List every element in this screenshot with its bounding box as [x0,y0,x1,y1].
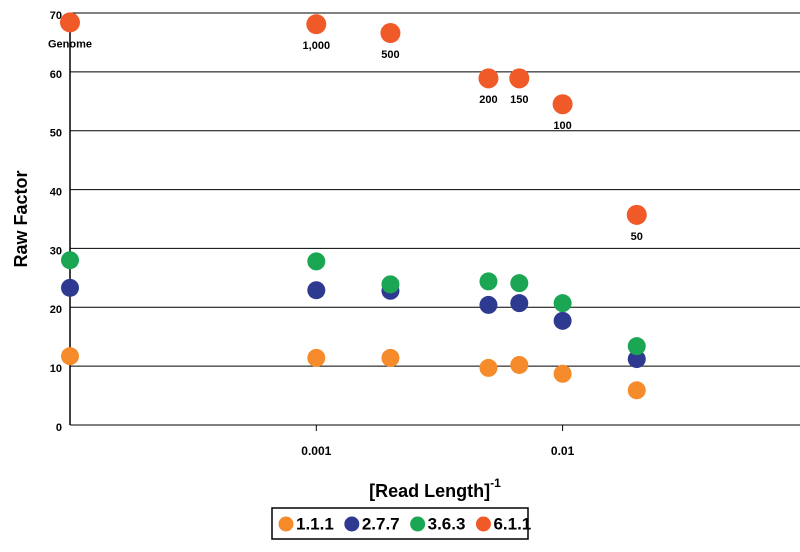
y-tick-label: 50 [50,128,62,140]
point-label: 500 [381,49,399,61]
point [553,364,572,383]
point-label: 200 [479,94,497,106]
y-tick-label: 10 [50,363,62,375]
legend-marker [475,516,491,532]
point [61,347,79,366]
legend-label: 1.1.1 [296,514,334,533]
point [479,358,498,377]
y-tick-label: 20 [50,304,62,316]
legend-label: 2.7.7 [362,514,400,533]
point [381,348,400,367]
point-label: 1,000 [303,40,331,52]
point [479,295,498,314]
y-tick-label: 40 [50,186,62,198]
point [509,68,530,89]
point [380,23,401,44]
point-label: 150 [510,94,528,106]
point [627,350,646,369]
point-label: 100 [553,120,571,132]
point [61,251,79,270]
point [60,12,80,33]
x-axis-title-sup: -1 [490,476,501,490]
legend-marker [410,516,426,532]
point [510,294,529,313]
point [510,355,529,374]
x-axis-title-main: [Read Length] [369,481,490,501]
point [381,275,400,294]
y-tick-label: 30 [50,245,62,257]
x-tick-label: 0.01 [551,444,575,458]
point [627,381,646,400]
point [510,274,529,293]
y-tick-label: 70 [50,10,62,22]
y-axis-title: Raw Factor [11,170,31,267]
legend-marker [278,516,294,532]
legend-marker [344,516,360,532]
y-tick-label: 0 [56,422,62,434]
point [307,281,326,300]
point [307,348,326,367]
point-label: Genome [48,38,92,50]
point [306,14,327,35]
x-axis-title: [Read Length]-1 [369,476,501,501]
point [479,272,498,291]
point [627,337,646,356]
point [626,204,647,225]
point [553,294,572,313]
x-tick-label: 0.001 [301,444,331,458]
point-label: 50 [631,231,643,243]
legend-label: 3.6.3 [428,514,466,533]
y-tick-label: 60 [50,69,62,81]
legend-label: 6.1.1 [493,514,531,533]
point [61,278,79,297]
point [553,311,572,330]
point [552,94,573,115]
point [307,252,326,271]
point [478,68,499,89]
